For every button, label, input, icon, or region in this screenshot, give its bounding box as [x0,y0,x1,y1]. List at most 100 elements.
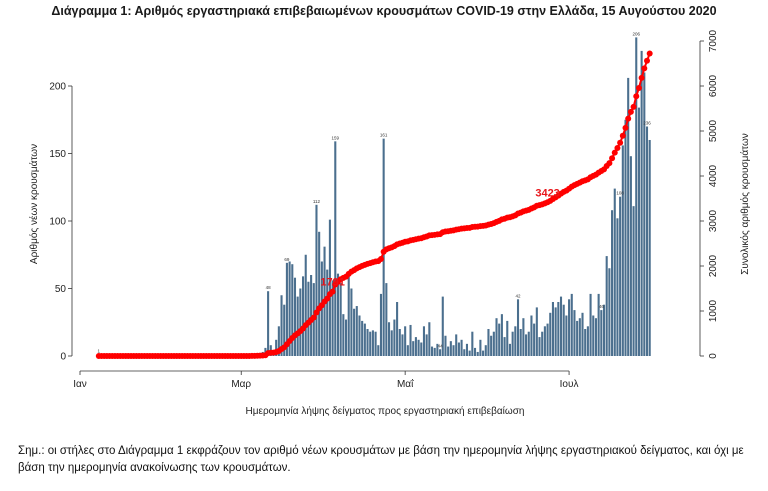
y-tick-label: 200 [49,82,66,93]
cumulative-point [606,160,613,167]
bar [277,326,280,356]
bar [275,339,278,356]
cumulative-point [614,145,621,152]
bar [629,156,632,356]
bar [417,339,420,356]
bar [498,323,501,356]
cumulative-point [609,155,616,162]
bar [425,334,428,356]
bar [525,334,528,356]
cumulative-point [633,93,640,100]
cumulative-series [95,50,653,359]
cumulative-point [617,139,624,146]
bar [557,302,560,356]
bar [347,273,350,356]
bar [460,339,463,356]
bar [527,331,530,356]
bar [447,346,450,356]
bar [377,345,380,356]
bar [506,320,509,356]
y2-tick-label: 2000 [708,254,719,277]
bar [648,140,651,356]
bar [465,343,469,356]
bar [637,107,640,356]
bar [576,320,579,356]
bar [439,349,442,356]
bar [390,330,393,356]
cumulative-point [625,115,632,122]
bar [584,329,587,356]
bar [533,323,536,356]
bar [608,268,611,356]
bar [643,72,646,356]
bar [605,256,608,356]
bar-label: 42 [516,293,522,298]
bar [463,349,466,356]
bar [393,319,396,356]
cumulative-point [622,124,629,131]
bar [578,318,581,356]
bar [430,346,434,356]
bar [374,331,377,356]
bar [516,299,520,356]
bar [594,318,597,356]
cumulative-point [329,288,336,295]
bar [398,329,401,356]
bar-label: 46 [599,304,605,309]
bar [562,304,565,356]
bar [522,318,525,356]
bar [414,337,417,356]
bar [530,315,533,356]
bar [597,293,600,356]
bar [369,331,372,356]
bar [401,334,404,356]
bar [635,37,638,357]
x-axis-title: Ημερομηνία λήψης δείγματος προς εργαστηρ… [246,405,525,417]
cumulative-point [310,314,317,321]
bar [565,315,568,356]
axes: 0 50 100 150 200 Αριθμός νέων κρουσμάτων 0 1000… [28,29,751,417]
bar [616,218,619,356]
bar [554,307,557,356]
bar [382,138,385,356]
bar [288,261,291,356]
bar-label: 161 [380,133,388,138]
cumulative-point [619,132,626,139]
bar-label: 48 [266,285,272,290]
bar [546,323,549,356]
y2-tick-label: 1000 [708,299,719,322]
cumulative-point [324,295,331,302]
bar [492,331,495,356]
bar [473,347,477,356]
bar-label: 159 [332,135,340,140]
y-tick-label: 50 [55,284,67,295]
bar [267,291,270,356]
bar [541,331,544,356]
bar [645,126,649,356]
bar [409,324,412,356]
x-tick-label: Μαρ [231,379,251,390]
cumulative-label: 1791 [320,277,344,289]
bar [471,331,474,356]
footnote: Σημ.: οι στήλες στο Διάγραμμα 1 εκφράζου… [18,445,744,474]
cumulative-point [635,85,642,92]
bar [570,293,573,356]
cumulative-label: 6858 [646,0,670,3]
x-tick-label: Ιουλ [560,379,579,390]
bar [455,334,458,356]
bar [315,204,318,356]
bar [331,280,334,356]
bar [592,315,595,356]
y2-tick-label: 0 [708,353,719,359]
bar [602,304,606,356]
y-tick-label: 0 [60,352,66,363]
bar [640,50,643,357]
y2-tick-label: 7000 [708,29,719,52]
bar [500,314,503,356]
cumulative-point [641,65,648,72]
bar [428,322,431,356]
bar [452,345,455,356]
cumulative-point [611,149,618,156]
cumulative-point [646,50,653,57]
cumulative-point [377,256,384,263]
